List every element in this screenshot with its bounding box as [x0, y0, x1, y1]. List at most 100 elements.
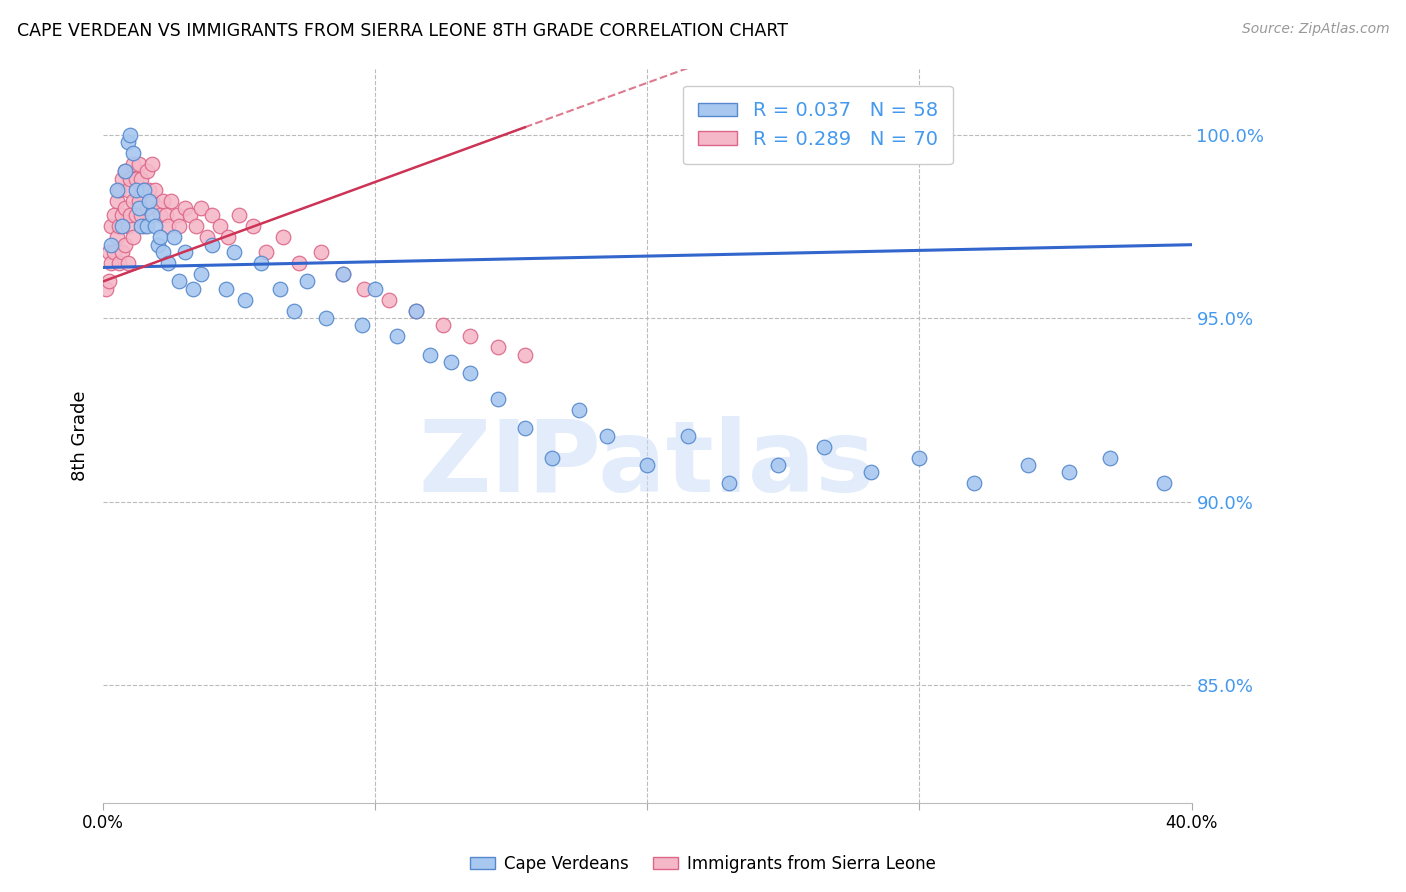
Point — [120, 128, 142, 142]
Point — [228, 208, 250, 222]
Point — [271, 230, 294, 244]
Point — [217, 230, 239, 244]
Text: ZIPatlas: ZIPatlas — [419, 417, 876, 514]
Point — [160, 194, 183, 208]
Point — [184, 219, 207, 234]
Point — [141, 194, 163, 208]
Point — [250, 256, 273, 270]
Point — [541, 450, 564, 465]
Point — [146, 201, 169, 215]
Point — [513, 348, 536, 362]
Point — [173, 245, 195, 260]
Point — [146, 237, 169, 252]
Point — [125, 208, 148, 222]
Point — [169, 219, 191, 234]
Point — [378, 293, 401, 307]
Point — [143, 183, 166, 197]
Point — [117, 219, 139, 234]
Point — [676, 428, 699, 442]
Point — [269, 282, 291, 296]
Point — [117, 256, 139, 270]
Point — [190, 267, 212, 281]
Point — [117, 135, 139, 149]
Point — [179, 208, 201, 222]
Point — [440, 355, 463, 369]
Point — [94, 282, 117, 296]
Point — [105, 230, 128, 244]
Point — [135, 164, 157, 178]
Point — [766, 458, 789, 472]
Point — [129, 219, 152, 234]
Point — [460, 329, 482, 343]
Point — [222, 245, 245, 260]
Point — [595, 428, 617, 442]
Point — [636, 458, 658, 472]
Point — [315, 311, 337, 326]
Point — [813, 440, 835, 454]
Point — [350, 318, 373, 333]
Point — [201, 237, 224, 252]
Point — [233, 293, 256, 307]
Point — [486, 392, 509, 406]
Point — [288, 256, 311, 270]
Point — [385, 329, 408, 343]
Point — [364, 282, 387, 296]
Point — [152, 245, 174, 260]
Point — [100, 256, 122, 270]
Point — [1153, 476, 1175, 491]
Point — [190, 201, 212, 215]
Point — [163, 230, 186, 244]
Point — [108, 219, 131, 234]
Point — [138, 183, 160, 197]
Point — [717, 476, 740, 491]
Point — [201, 208, 224, 222]
Point — [432, 318, 454, 333]
Point — [128, 201, 150, 215]
Point — [129, 208, 152, 222]
Point — [155, 208, 177, 222]
Point — [111, 171, 134, 186]
Point — [108, 256, 131, 270]
Point — [419, 348, 441, 362]
Point — [242, 219, 264, 234]
Point — [568, 402, 591, 417]
Point — [152, 194, 174, 208]
Point — [128, 194, 150, 208]
Point — [114, 164, 136, 178]
Point — [859, 465, 882, 479]
Point — [513, 421, 536, 435]
Point — [332, 267, 354, 281]
Point — [195, 230, 218, 244]
Y-axis label: 8th Grade: 8th Grade — [72, 391, 89, 481]
Point — [132, 183, 155, 197]
Point — [157, 256, 180, 270]
Point — [181, 282, 204, 296]
Point — [132, 219, 155, 234]
Point — [105, 194, 128, 208]
Point — [108, 183, 131, 197]
Point — [125, 171, 148, 186]
Point — [103, 245, 125, 260]
Point — [122, 230, 145, 244]
Point — [138, 194, 160, 208]
Point — [111, 245, 134, 260]
Text: CAPE VERDEAN VS IMMIGRANTS FROM SIERRA LEONE 8TH GRADE CORRELATION CHART: CAPE VERDEAN VS IMMIGRANTS FROM SIERRA L… — [17, 22, 787, 40]
Point — [908, 450, 931, 465]
Point — [405, 303, 427, 318]
Point — [149, 230, 172, 244]
Point — [97, 245, 120, 260]
Point — [114, 201, 136, 215]
Legend: R = 0.037   N = 58, R = 0.289   N = 70: R = 0.037 N = 58, R = 0.289 N = 70 — [683, 86, 953, 164]
Point — [117, 183, 139, 197]
Point — [129, 171, 152, 186]
Point — [405, 303, 427, 318]
Point — [141, 208, 163, 222]
Point — [254, 245, 277, 260]
Point — [963, 476, 986, 491]
Point — [122, 157, 145, 171]
Point — [460, 366, 482, 380]
Point — [122, 145, 145, 160]
Point — [135, 201, 157, 215]
Point — [1057, 465, 1080, 479]
Point — [105, 183, 128, 197]
